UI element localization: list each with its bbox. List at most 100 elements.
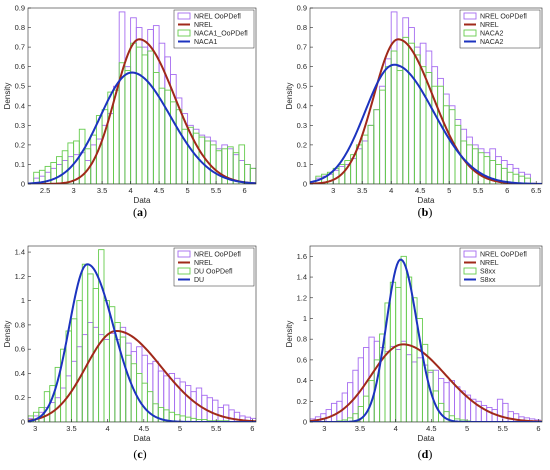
hist-bar xyxy=(506,163,514,184)
hist-bar xyxy=(368,336,375,422)
x-tick-label: 5 xyxy=(447,186,451,195)
x-tick-label: 3.5 xyxy=(97,186,107,195)
hist-bar xyxy=(367,124,375,184)
histogram-naca2 xyxy=(315,36,531,184)
y-tick-label: 0.7 xyxy=(15,43,25,52)
hist-bar xyxy=(124,66,132,184)
y-tick-label: 0.2 xyxy=(15,393,25,402)
x-tick-label: 5 xyxy=(186,186,190,195)
y-tick-label: 1 xyxy=(303,314,307,323)
x-tick-label: 3.5 xyxy=(66,424,76,433)
legend-label: S8xx xyxy=(480,277,496,284)
y-tick-label: 0.2 xyxy=(297,140,307,149)
hist-bar xyxy=(413,46,421,184)
x-axis-label: Data xyxy=(134,434,151,443)
legend-swatch xyxy=(463,267,477,275)
chart-panel-a: 2.5 3 3.5 4 4.5 5 5.5 6 0 0.1 0.2 0.3 0.4 0.5 0.6 0.7 0.… xyxy=(3,4,257,219)
hist-bar xyxy=(373,109,381,184)
hist-bar xyxy=(81,334,89,422)
hist-bar xyxy=(390,11,398,184)
hist-bar xyxy=(496,398,504,422)
hist-bar xyxy=(107,113,114,184)
hist-bar xyxy=(425,50,433,184)
x-tick-label: 6.5 xyxy=(531,186,541,195)
x-tick-label: 5.5 xyxy=(498,424,508,433)
hist-bar xyxy=(384,58,392,184)
fit-curve-nrel xyxy=(310,343,542,422)
hist-bar xyxy=(92,326,100,422)
hist-bar xyxy=(330,402,338,422)
hist-bar xyxy=(141,354,148,422)
legend-label: NREL xyxy=(194,260,213,267)
y-tick-label: 0.8 xyxy=(297,335,307,344)
y-tick-label: 0.5 xyxy=(15,82,25,91)
legend-label: NREL OoPDefl xyxy=(480,252,527,259)
hist-bar xyxy=(389,345,397,422)
fit-curve-naca1 xyxy=(28,71,256,184)
panel-caption: (a) xyxy=(133,205,147,219)
x-tick-label: 4 xyxy=(389,186,393,195)
hist-bar xyxy=(135,27,143,184)
x-tick-label: 5 xyxy=(465,424,469,433)
hist-bar xyxy=(524,173,531,184)
legend-label: DU OoPDefl xyxy=(194,269,233,276)
hist-bar xyxy=(400,340,407,422)
hist-bar xyxy=(141,46,149,184)
y-tick-label: 0.4 xyxy=(15,369,25,378)
chart-panel-d: 3 3.5 4 4.5 5 5.5 6 0 0.2 0.4 0.6 0.8 1 1.2 1.4 1.6 Data… xyxy=(285,245,543,461)
x-tick-label: 5 xyxy=(178,424,182,433)
y-tick-label: 0 xyxy=(303,180,307,189)
hist-bar xyxy=(119,326,127,422)
hist-bar xyxy=(147,29,154,184)
y-tick-label: 0.6 xyxy=(297,62,307,71)
hist-bar xyxy=(437,77,444,184)
x-tick-label: 4.5 xyxy=(415,186,425,195)
y-tick-label: 0.4 xyxy=(297,101,307,110)
hist-bar xyxy=(222,404,230,422)
axes-box xyxy=(27,245,257,423)
y-axis-label: Density xyxy=(3,83,12,110)
x-tick-label: 4 xyxy=(129,186,133,195)
hist-bar xyxy=(405,354,413,422)
y-tick-label: 0.1 xyxy=(15,160,25,169)
y-tick-label: 0.8 xyxy=(15,23,25,32)
hist-bar xyxy=(228,409,235,422)
y-tick-label: 0.7 xyxy=(297,43,307,52)
x-tick-label: 3 xyxy=(72,186,76,195)
y-tick-label: 1.2 xyxy=(297,293,307,302)
x-tick-label: 3.5 xyxy=(357,186,367,195)
legend-label: NREL OoPDefl xyxy=(194,252,241,259)
hist-bar xyxy=(477,148,485,184)
y-tick-label: 0 xyxy=(21,180,25,189)
hist-bar xyxy=(114,339,121,422)
fit-curve-nrel xyxy=(28,329,256,422)
x-axis-label: Data xyxy=(418,196,435,205)
x-tick-label: 3.5 xyxy=(355,424,365,433)
y-tick-label: 1 xyxy=(21,296,25,305)
y-tick-label: 1.2 xyxy=(15,272,25,281)
hist-bar xyxy=(384,351,391,422)
legend-swatch xyxy=(177,12,191,20)
hist-bar xyxy=(190,391,197,422)
legend-label: NREL OoPDefl xyxy=(194,14,241,21)
hist-bar xyxy=(431,66,439,184)
x-axis-label: Data xyxy=(134,196,151,205)
hist-bar xyxy=(87,322,94,422)
hist-bar xyxy=(518,171,526,184)
y-tick-label: 0.4 xyxy=(297,376,307,385)
hist-bar xyxy=(103,339,110,422)
hist-bar xyxy=(249,167,256,184)
x-tick-label: 4 xyxy=(394,424,398,433)
y-tick-label: 0.9 xyxy=(15,4,25,13)
hist-bar xyxy=(136,346,143,422)
fit-curve-du xyxy=(28,263,256,422)
x-tick-label: 2.5 xyxy=(40,186,50,195)
x-tick-label: 4.5 xyxy=(154,186,164,195)
legend-label: NREL xyxy=(480,260,499,267)
hist-bar xyxy=(108,332,116,422)
fit-curve-naca2 xyxy=(310,63,542,184)
y-tick-label: 0.1 xyxy=(297,160,307,169)
x-tick-label: 5.5 xyxy=(473,186,483,195)
